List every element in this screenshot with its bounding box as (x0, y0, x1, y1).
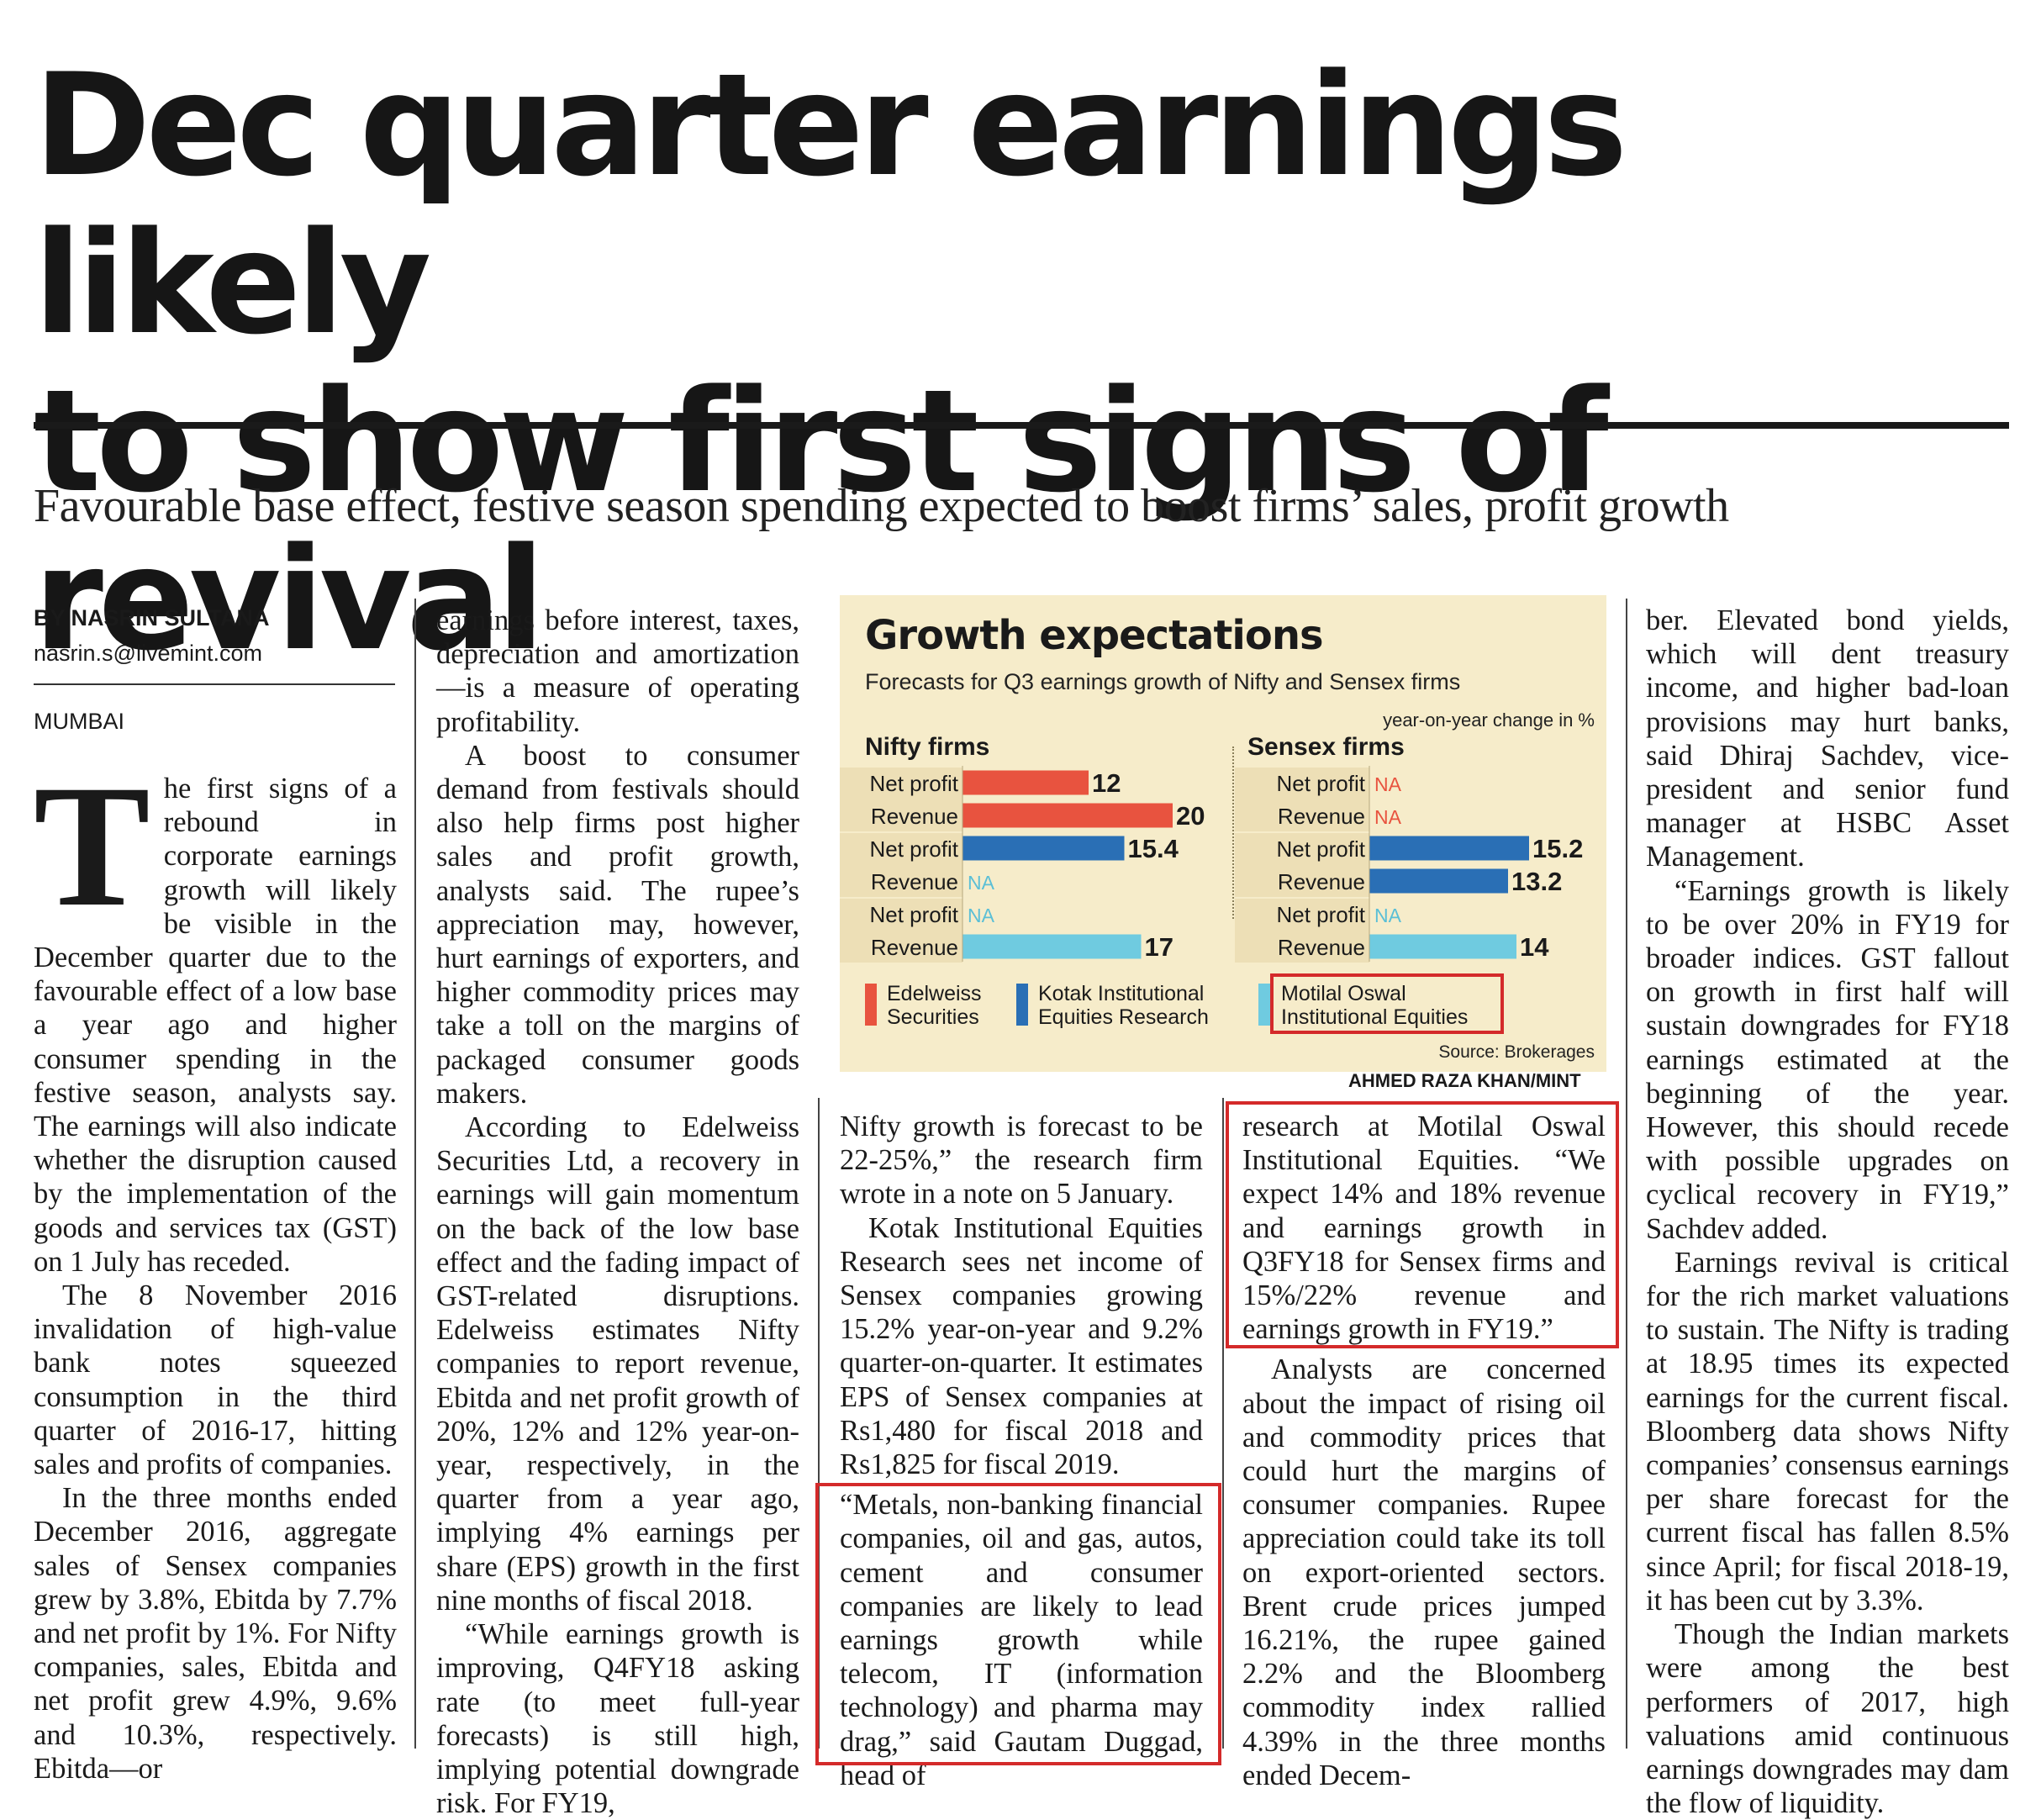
column-divider (1626, 599, 1627, 1749)
legend-highlight-box (1270, 973, 1504, 1034)
article-paragraph-highlighted: “Metals, non-banking financial companies… (840, 1489, 1203, 1791)
article-paragraph: According to Edelweiss Securities Ltd, a… (436, 1111, 799, 1617)
article-paragraph: Nifty growth is forecast to be 22-25%,” … (840, 1110, 1203, 1211)
na-label: NA (1374, 806, 1402, 828)
article-column-5: ber. Elevated bond yields, which will de… (1646, 604, 2009, 1820)
article-paragraph: Analysts are concerned about the impact … (1242, 1353, 1606, 1791)
row-label: Revenue (871, 935, 958, 960)
column-divider (414, 599, 416, 1749)
chart-credit: AHMED RAZA KHAN/MINT (1348, 1070, 1581, 1091)
article-paragraph: The 8 November 2016 invalidation of high… (34, 1279, 397, 1481)
row-label-band (840, 899, 962, 963)
row-label-band (1235, 899, 1369, 963)
article-paragraph: earnings before interest, taxes, depreci… (436, 604, 799, 738)
bar-value-label: 14 (1520, 932, 1549, 962)
sensex-bar-group: Net profit NA Revenue NA Net profit 15.2 Reven… (1235, 766, 1583, 963)
bar (962, 770, 1089, 795)
bar-value-label: 12 (1092, 768, 1121, 798)
highlight-box (1226, 1101, 1619, 1348)
article-paragraph: In the three months ended December 2016,… (34, 1482, 397, 1785)
row-label-band (840, 833, 962, 897)
article-paragraph: A boost to consumer demand from festival… (436, 739, 799, 1110)
row-label-band (1235, 833, 1369, 897)
article-paragraph: “Earnings growth is likely to be over 20… (1646, 874, 2009, 1245)
chart-title: Growth expectations (865, 612, 1324, 659)
bar-value-label: 17 (1145, 932, 1173, 962)
row-label: Net profit (1277, 836, 1366, 862)
chart-subtitle: Forecasts for Q3 earnings growth of Nift… (865, 669, 1461, 694)
standfirst: Favourable base effect, festive season s… (34, 480, 1729, 532)
headline-line-1: Dec quarter earnings likely (34, 43, 1627, 366)
bar (1369, 836, 1529, 861)
headline-rule (34, 422, 2009, 429)
row-label: Net profit (1277, 771, 1366, 796)
legend-swatch-kotak (1016, 984, 1028, 1026)
bar-value-label: 15.2 (1532, 834, 1583, 863)
bar-value-label: 15.4 (1128, 834, 1179, 863)
article-column-2: earnings before interest, taxes, depreci… (436, 604, 799, 1820)
row-label: Net profit (870, 902, 959, 927)
group-title-nifty: Nifty firms (865, 733, 990, 761)
row-label: Revenue (1278, 869, 1365, 894)
byline-email[interactable]: nasrin.s@livemint.com (34, 641, 262, 666)
bar (962, 803, 1173, 828)
legend-swatch-edelweiss (865, 984, 877, 1026)
headline-line-2: to show first signs of revival (34, 359, 1609, 682)
dateline: MUMBAI (34, 709, 124, 734)
group-divider (1232, 746, 1234, 919)
row-label-band (840, 768, 962, 831)
growth-chart: Growth expectations Forecasts for Q3 ear… (840, 595, 1606, 1072)
bar-value-label: 13.2 (1511, 867, 1562, 896)
byline-author: BY NASRIN SULTANA (34, 605, 270, 630)
article-paragraph: Earnings revival is critical for the ric… (1646, 1246, 2009, 1617)
article-paragraph: Though the Indian markets were among the… (1646, 1618, 2009, 1820)
na-label: NA (968, 872, 995, 894)
column-divider (818, 1098, 820, 1749)
chart-bars-svg: Net profit 12 Revenue 20 Net profit 15.4 Reven… (840, 766, 1583, 963)
drop-cap: T (34, 749, 150, 942)
chart-source: Source: Brokerages (1438, 1042, 1595, 1062)
group-title-sensex: Sensex firms (1247, 733, 1405, 761)
article-paragraph: ber. Elevated bond yields, which will de… (1646, 604, 2009, 873)
article-paragraph: “While earnings growth is improving, Q4F… (436, 1618, 799, 1820)
bar (1369, 868, 1508, 894)
legend-label-kotak: Kotak Institutional Equities Research (1038, 982, 1209, 1029)
na-label: NA (1374, 773, 1402, 795)
bar (962, 934, 1142, 959)
row-label: Net profit (870, 836, 959, 862)
na-label: NA (968, 905, 995, 926)
article-paragraph-highlighted: research at Motilal Oswal Institutional … (1242, 1110, 1606, 1346)
row-label: Net profit (870, 771, 959, 796)
row-label: Revenue (1278, 804, 1365, 829)
row-label: Revenue (871, 869, 958, 894)
row-label: Net profit (1277, 902, 1366, 927)
dateline-rule (34, 683, 395, 685)
headline: Dec quarter earnings likely to show firs… (34, 46, 2017, 678)
bar (962, 836, 1125, 861)
legend-swatch-motilal (1258, 984, 1270, 1026)
chart-unit-label: year-on-year change in % (1383, 710, 1595, 731)
article-paragraph: Kotak Institutional Equities Research se… (840, 1211, 1203, 1481)
column-divider (1222, 1098, 1224, 1749)
nifty-bar-group: Net profit 12 Revenue 20 Net profit 15.4 Reven… (840, 766, 1205, 963)
row-label: Revenue (1278, 935, 1365, 960)
bar-value-label: 20 (1176, 801, 1205, 831)
article-column-4: research at Motilal Oswal Institutional … (1242, 1110, 1606, 1792)
bar (1369, 934, 1516, 959)
row-label: Revenue (871, 804, 958, 829)
legend-label-motilal: Motilal Oswal Institutional Equities (1281, 982, 1469, 1029)
row-label-band (1235, 768, 1369, 831)
highlight-box (815, 1483, 1221, 1765)
na-label: NA (1374, 905, 1402, 926)
article-column-3: Nifty growth is forecast to be 22-25%,” … (840, 1110, 1203, 1792)
legend-label-edelweiss: Edelweiss Securities (887, 982, 982, 1029)
